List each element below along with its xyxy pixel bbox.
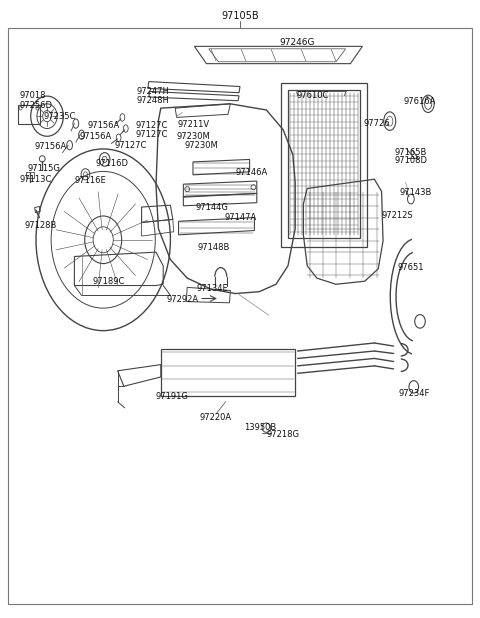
Text: 97147A: 97147A	[225, 213, 257, 222]
Text: 97292A: 97292A	[166, 295, 198, 305]
Text: 97246G: 97246G	[280, 38, 315, 48]
Text: 97191G: 97191G	[156, 392, 189, 402]
Text: 97220A: 97220A	[199, 413, 231, 422]
Text: 97115G: 97115G	[28, 164, 60, 173]
Text: 97128B: 97128B	[25, 221, 57, 230]
Text: 97234F: 97234F	[398, 389, 430, 399]
Text: 97248H: 97248H	[137, 96, 169, 105]
Text: 97127C: 97127C	[114, 141, 146, 150]
Bar	[288, 90, 360, 238]
Text: 97247H: 97247H	[137, 87, 169, 96]
Text: 97148B: 97148B	[198, 243, 230, 252]
Text: 97211V: 97211V	[178, 120, 210, 129]
Text: 97189C: 97189C	[92, 277, 124, 286]
Text: 97610C: 97610C	[297, 91, 329, 101]
Text: 97156A: 97156A	[79, 132, 111, 141]
Text: 97108D: 97108D	[395, 156, 428, 166]
Text: 97235C: 97235C	[43, 112, 75, 122]
Text: 97616A: 97616A	[403, 97, 435, 106]
Text: 97127C: 97127C	[135, 130, 168, 139]
Bar	[281, 83, 367, 247]
Text: 97218G: 97218G	[266, 430, 300, 439]
Text: 97156A: 97156A	[35, 142, 67, 151]
Text: 97144G: 97144G	[196, 203, 228, 212]
Bar	[161, 349, 295, 396]
Text: 97113C: 97113C	[19, 175, 51, 184]
Bar	[18, 105, 40, 124]
Text: 97134E: 97134E	[197, 284, 228, 294]
Text: 97105B: 97105B	[221, 11, 259, 21]
Text: 97018: 97018	[19, 91, 46, 101]
Text: 97726: 97726	[364, 119, 390, 128]
Text: 97651: 97651	[397, 263, 424, 272]
Text: 97256D: 97256D	[19, 101, 52, 110]
Text: 97143B: 97143B	[399, 188, 432, 198]
Text: 13950B: 13950B	[244, 423, 276, 433]
Text: 97156A: 97156A	[88, 121, 120, 130]
Text: 97146A: 97146A	[235, 168, 267, 177]
Text: 97230M: 97230M	[177, 132, 210, 141]
Bar	[26, 172, 34, 178]
Text: 97212S: 97212S	[382, 211, 413, 221]
Text: 97116D: 97116D	[96, 159, 129, 168]
Text: 97165B: 97165B	[395, 148, 427, 158]
Text: 97230M: 97230M	[185, 141, 218, 150]
Text: 97127C: 97127C	[135, 121, 168, 130]
Text: 97116E: 97116E	[74, 176, 106, 185]
